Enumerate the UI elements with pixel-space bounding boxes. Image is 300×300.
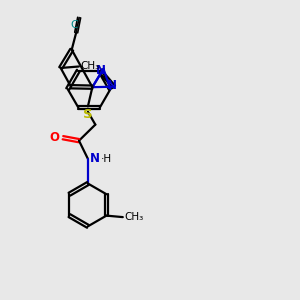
- Text: CH₃: CH₃: [124, 212, 143, 222]
- Text: N: N: [95, 64, 106, 77]
- Text: S: S: [83, 108, 93, 121]
- Text: N: N: [90, 152, 100, 165]
- Text: ·H: ·H: [101, 154, 112, 164]
- Text: O: O: [50, 131, 59, 144]
- Text: N: N: [107, 79, 117, 92]
- Text: C: C: [71, 20, 79, 31]
- Text: CH₃: CH₃: [80, 61, 100, 71]
